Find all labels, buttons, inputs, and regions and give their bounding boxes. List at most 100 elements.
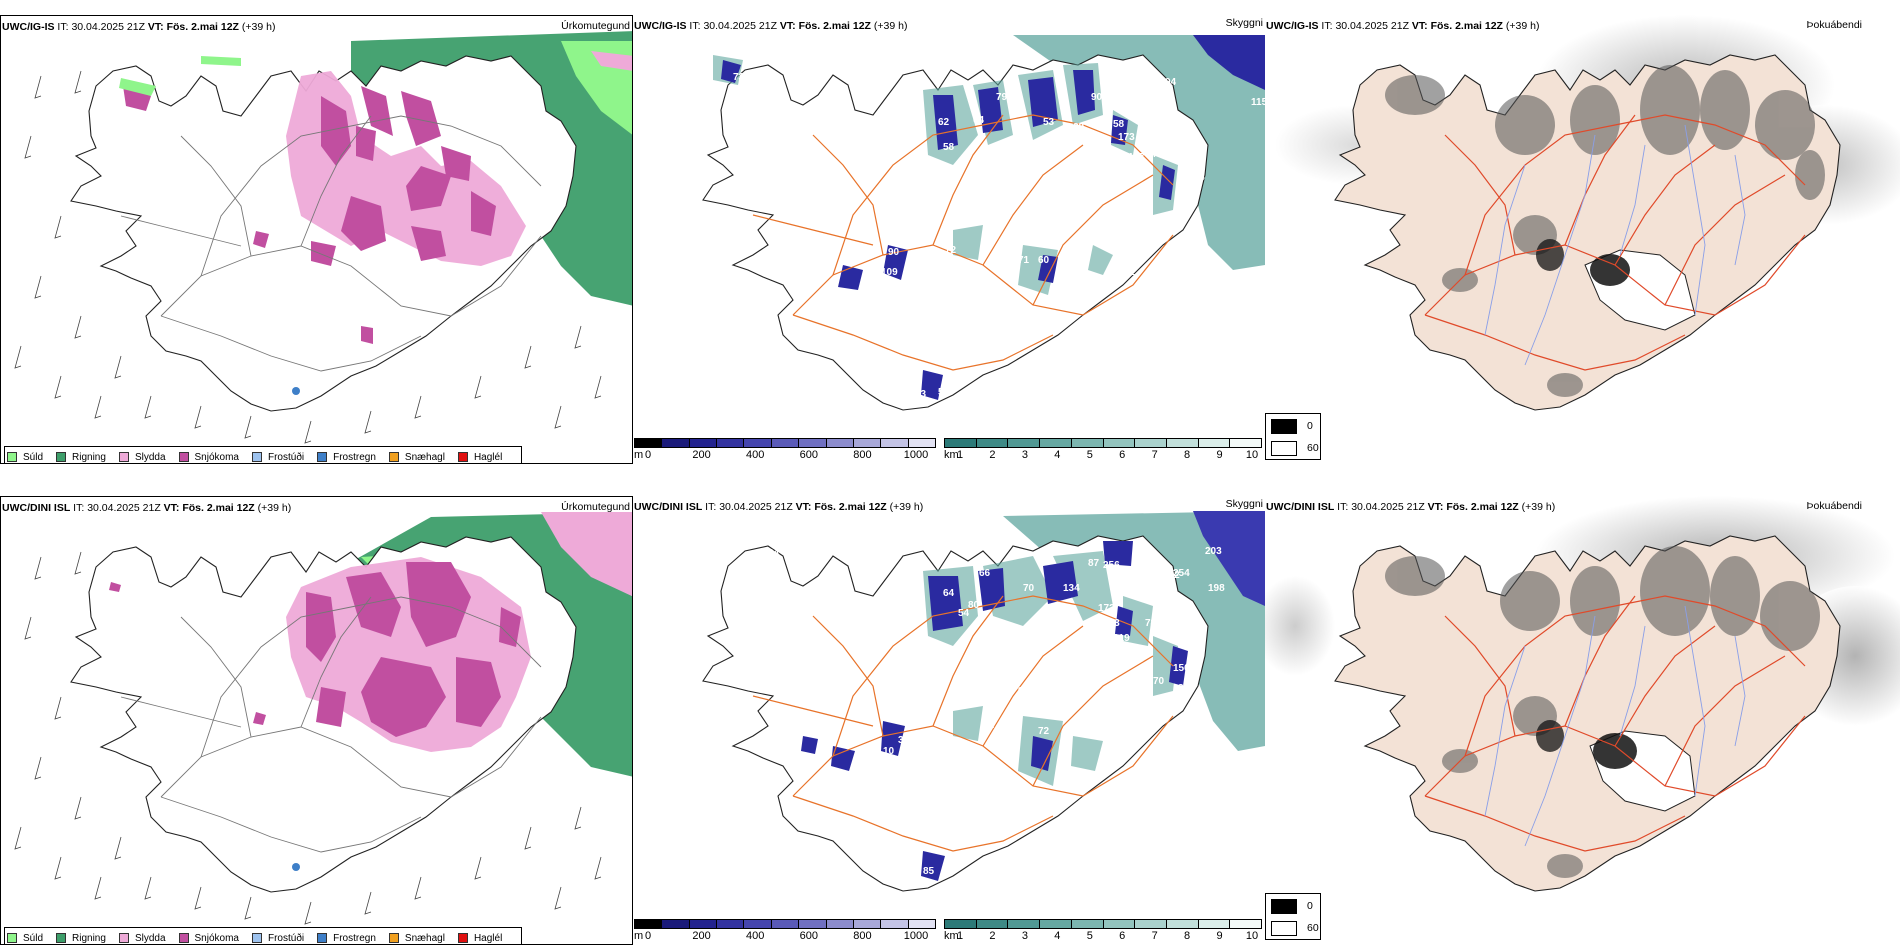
colorbar-tick-label: 4: [1054, 449, 1061, 461]
colorbar-cell: [1071, 439, 1104, 447]
cloud-base-value-label: 38: [898, 735, 910, 746]
legend-label: Súld: [23, 932, 44, 944]
cloud-base-value-label: 96: [1178, 195, 1190, 206]
precip-type-legend: Súld Rigning Slydda Snjókoma Frostúði Frostre…: [4, 446, 523, 463]
panel-title: UWC/DINI ISL IT: 30.04.2025 21Z VT: Fös.…: [1266, 501, 1556, 513]
legend-item: Súld: [7, 452, 43, 463]
legend-item: Rigning: [56, 452, 106, 463]
colorbar-cell: [1166, 920, 1199, 928]
cloud-base-value-label: 172: [1098, 603, 1115, 614]
colorbar-cell: [1040, 920, 1072, 928]
cloud-base-value-label: 331: [1118, 267, 1135, 278]
cloud-base-value-label: 14: [1025, 52, 1037, 63]
legend-item: Frostregn: [317, 452, 376, 463]
cloud-base-value-label: 58: [938, 716, 950, 727]
colorbar-cell: [717, 920, 745, 928]
colorbar-tick-label: 8: [1184, 449, 1191, 461]
legend-label: Snæhagl: [404, 932, 445, 944]
legend-swatch: [457, 933, 468, 943]
panel-title: UWC/DINI ISL IT: 30.04.2025 21Z VT: Fös.…: [2, 502, 292, 514]
cloud-base-value-label: 71: [1018, 255, 1030, 266]
cloud-base-value-label: 203: [1205, 546, 1222, 557]
colorbar-cell: [771, 920, 800, 928]
legend-swatch: [7, 933, 17, 943]
legend-label: Snjókoma: [194, 451, 239, 463]
cloud-base-value-label: 24: [1178, 683, 1190, 694]
colorbar-cell: [908, 920, 935, 928]
colorbar-unit: m: [634, 449, 644, 461]
legend-item: Snjókoma: [178, 451, 239, 463]
colorbar-cell: [689, 439, 718, 447]
legend-label: Haglél: [473, 932, 503, 944]
colorbar-cell: [744, 439, 772, 447]
colorbar-cell: [1008, 920, 1041, 928]
colorbar-cell: [1008, 439, 1041, 447]
colorbar-tick-label: 10: [1245, 930, 1259, 942]
colorbar-tick-label: 10: [1245, 449, 1259, 461]
colorbar-cell: [799, 439, 827, 447]
legend-label: Frostregn: [333, 451, 376, 463]
colorbar-cell: [1230, 920, 1262, 928]
cloud-base-value-label: 51: [910, 868, 922, 879]
colorbar-cell: [635, 920, 663, 928]
panel-variable-name: Þokuábendi: [1806, 500, 1862, 512]
colorbar-tick-label: 5: [1086, 930, 1093, 942]
colorbar-tick-label: 9: [1216, 930, 1223, 942]
colorbar-unit: km: [944, 930, 959, 942]
colorbar-cell: [1230, 439, 1262, 447]
precip-map: [14, 512, 632, 925]
cloud-base-value-label: 64: [768, 548, 780, 559]
colorbar-tick-label: 7: [1151, 449, 1158, 461]
legend-item: Snæhagl: [388, 451, 445, 463]
colorbar-cell: [976, 920, 1009, 928]
colorbar-cell: [689, 920, 718, 928]
colorbar-tick-label: 9: [1216, 449, 1223, 461]
colorbar-cell: [662, 920, 690, 928]
colorbar-tick-label: 3: [1021, 930, 1028, 942]
cloud-base-value-label: 62: [938, 117, 950, 128]
cloud-base-value-label: 70: [1153, 676, 1165, 687]
panel-variable-name: Úrkomutegund: [561, 20, 630, 32]
cloud-base-value-label: 51: [983, 720, 995, 731]
legend-item: Haglél: [457, 452, 502, 463]
cloud-base-value-label: 220: [1088, 720, 1105, 731]
cloud-base-value-label: 254: [1173, 568, 1190, 579]
legend-swatch: [56, 933, 67, 943]
legend-item: Frostúði: [251, 932, 305, 944]
precip-type-panel-top: UWC/IG-IS IT: 30.04.2025 21Z VT: Fös. 2.…: [0, 15, 633, 464]
cloud-base-value-label: 55: [938, 387, 950, 398]
colorbar-cell: [853, 439, 882, 447]
legend-item: Rigning: [56, 933, 106, 944]
panel-title: UWC/IG-IS IT: 30.04.2025 21Z VT: Fös. 2.…: [634, 20, 908, 32]
colorbar-cell: [771, 439, 800, 447]
legend-item: Slydda: [118, 933, 166, 944]
cloud-base-value-label: 53: [731, 576, 743, 587]
colorbar-tick-label: 6: [1119, 930, 1126, 942]
precip-map: [14, 31, 632, 444]
legend-label: Rigning: [72, 451, 106, 463]
legend-label: Rigning: [72, 932, 106, 944]
legend-item: Frostúði: [251, 452, 304, 463]
visibility-sea-zone: [1013, 35, 1265, 270]
fog-legend-row: 60: [1271, 918, 1320, 938]
cloud-base-value-label: 64: [973, 115, 985, 126]
colorbar-tick-label: 600: [799, 449, 818, 461]
colorbar-tick-label: 6: [1119, 449, 1126, 461]
cloud-base-value-label: 107: [1138, 548, 1155, 559]
legend-label: Frostúði: [267, 932, 305, 944]
colorbar-tick-label: 0: [644, 449, 652, 461]
cloud-base-value-label: 85: [923, 866, 935, 877]
panel-title: UWC/IG-IS IT: 30.04.2025 21Z VT: Fös. 2.…: [1266, 20, 1540, 32]
cloud-base-value-label: 73: [733, 72, 745, 83]
cloud-base-value-label: 58: [1113, 119, 1125, 130]
colorbar-cell: [1166, 439, 1199, 447]
cloud-base-value-label: 72: [945, 245, 957, 256]
legend-item: Frostregn: [317, 933, 376, 944]
colorbar-cell: [799, 920, 827, 928]
colorbar-cell: [826, 439, 854, 447]
legend-label: Snæhagl: [404, 451, 445, 463]
colorbar-cell: [635, 439, 663, 447]
fog-legend-top: 0 60: [1265, 413, 1321, 460]
panel-title: UWC/IG-IS IT: 30.04.2025 21Z VT: Fös. 2.…: [2, 21, 276, 33]
colorbar-tick-label: 800: [853, 449, 872, 461]
